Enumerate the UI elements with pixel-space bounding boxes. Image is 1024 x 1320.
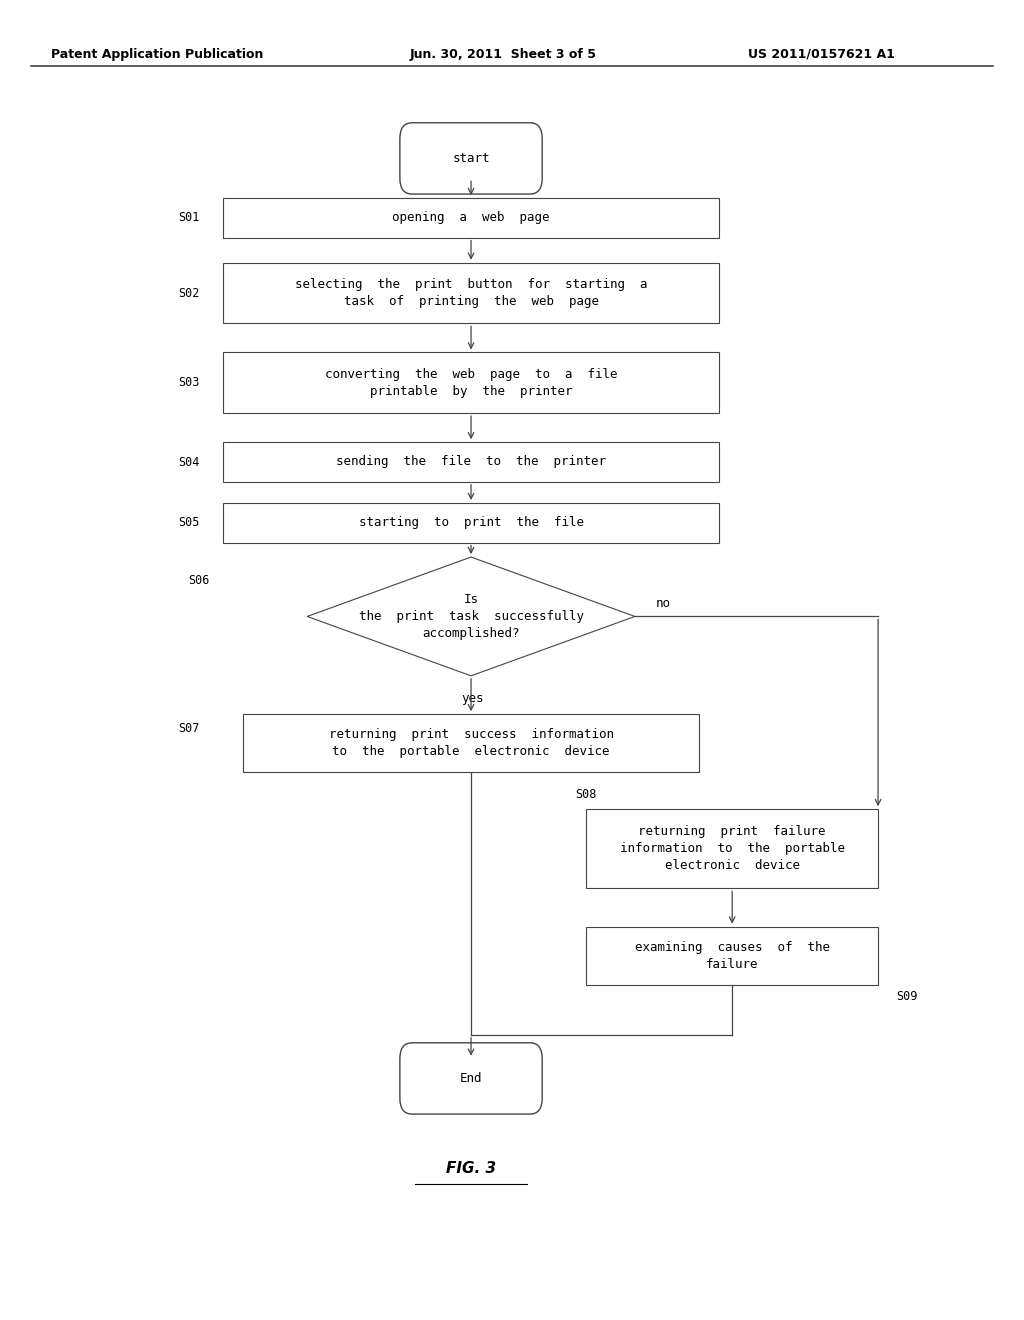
Text: opening  a  web  page: opening a web page [392,211,550,224]
Text: US 2011/0157621 A1: US 2011/0157621 A1 [748,48,894,61]
FancyBboxPatch shape [223,442,719,482]
Text: Jun. 30, 2011  Sheet 3 of 5: Jun. 30, 2011 Sheet 3 of 5 [410,48,597,61]
Text: converting  the  web  page  to  a  file
printable  by  the  printer: converting the web page to a file printa… [325,368,617,397]
Text: no: no [655,597,671,610]
Text: S03: S03 [178,376,200,389]
Text: S01: S01 [178,211,200,224]
Text: start: start [453,152,489,165]
Text: S09: S09 [896,990,918,1003]
Text: returning  print  failure
information  to  the  portable
electronic  device: returning print failure information to t… [620,825,845,873]
Text: sending  the  file  to  the  printer: sending the file to the printer [336,455,606,469]
FancyBboxPatch shape [586,809,878,888]
Polygon shape [307,557,635,676]
Text: S07: S07 [178,722,200,735]
Text: yes: yes [462,692,484,705]
Text: S02: S02 [178,286,200,300]
FancyBboxPatch shape [223,352,719,413]
Text: S04: S04 [178,455,200,469]
Text: S08: S08 [575,788,597,801]
Text: Patent Application Publication: Patent Application Publication [51,48,263,61]
Text: selecting  the  print  button  for  starting  a
task  of  printing  the  web  pa: selecting the print button for starting … [295,279,647,308]
FancyBboxPatch shape [223,503,719,543]
FancyBboxPatch shape [223,198,719,238]
Text: examining  causes  of  the
failure: examining causes of the failure [635,941,829,970]
Text: S06: S06 [188,574,210,587]
FancyBboxPatch shape [244,714,698,772]
FancyBboxPatch shape [399,1043,543,1114]
Text: starting  to  print  the  file: starting to print the file [358,516,584,529]
FancyBboxPatch shape [223,263,719,323]
Text: FIG. 3: FIG. 3 [446,1160,496,1176]
Text: returning  print  success  information
to  the  portable  electronic  device: returning print success information to t… [329,729,613,758]
Text: End: End [460,1072,482,1085]
FancyBboxPatch shape [586,927,878,985]
Text: Is
the  print  task  successfully
accomplished?: Is the print task successfully accomplis… [358,593,584,640]
FancyBboxPatch shape [399,123,543,194]
Text: S05: S05 [178,516,200,529]
